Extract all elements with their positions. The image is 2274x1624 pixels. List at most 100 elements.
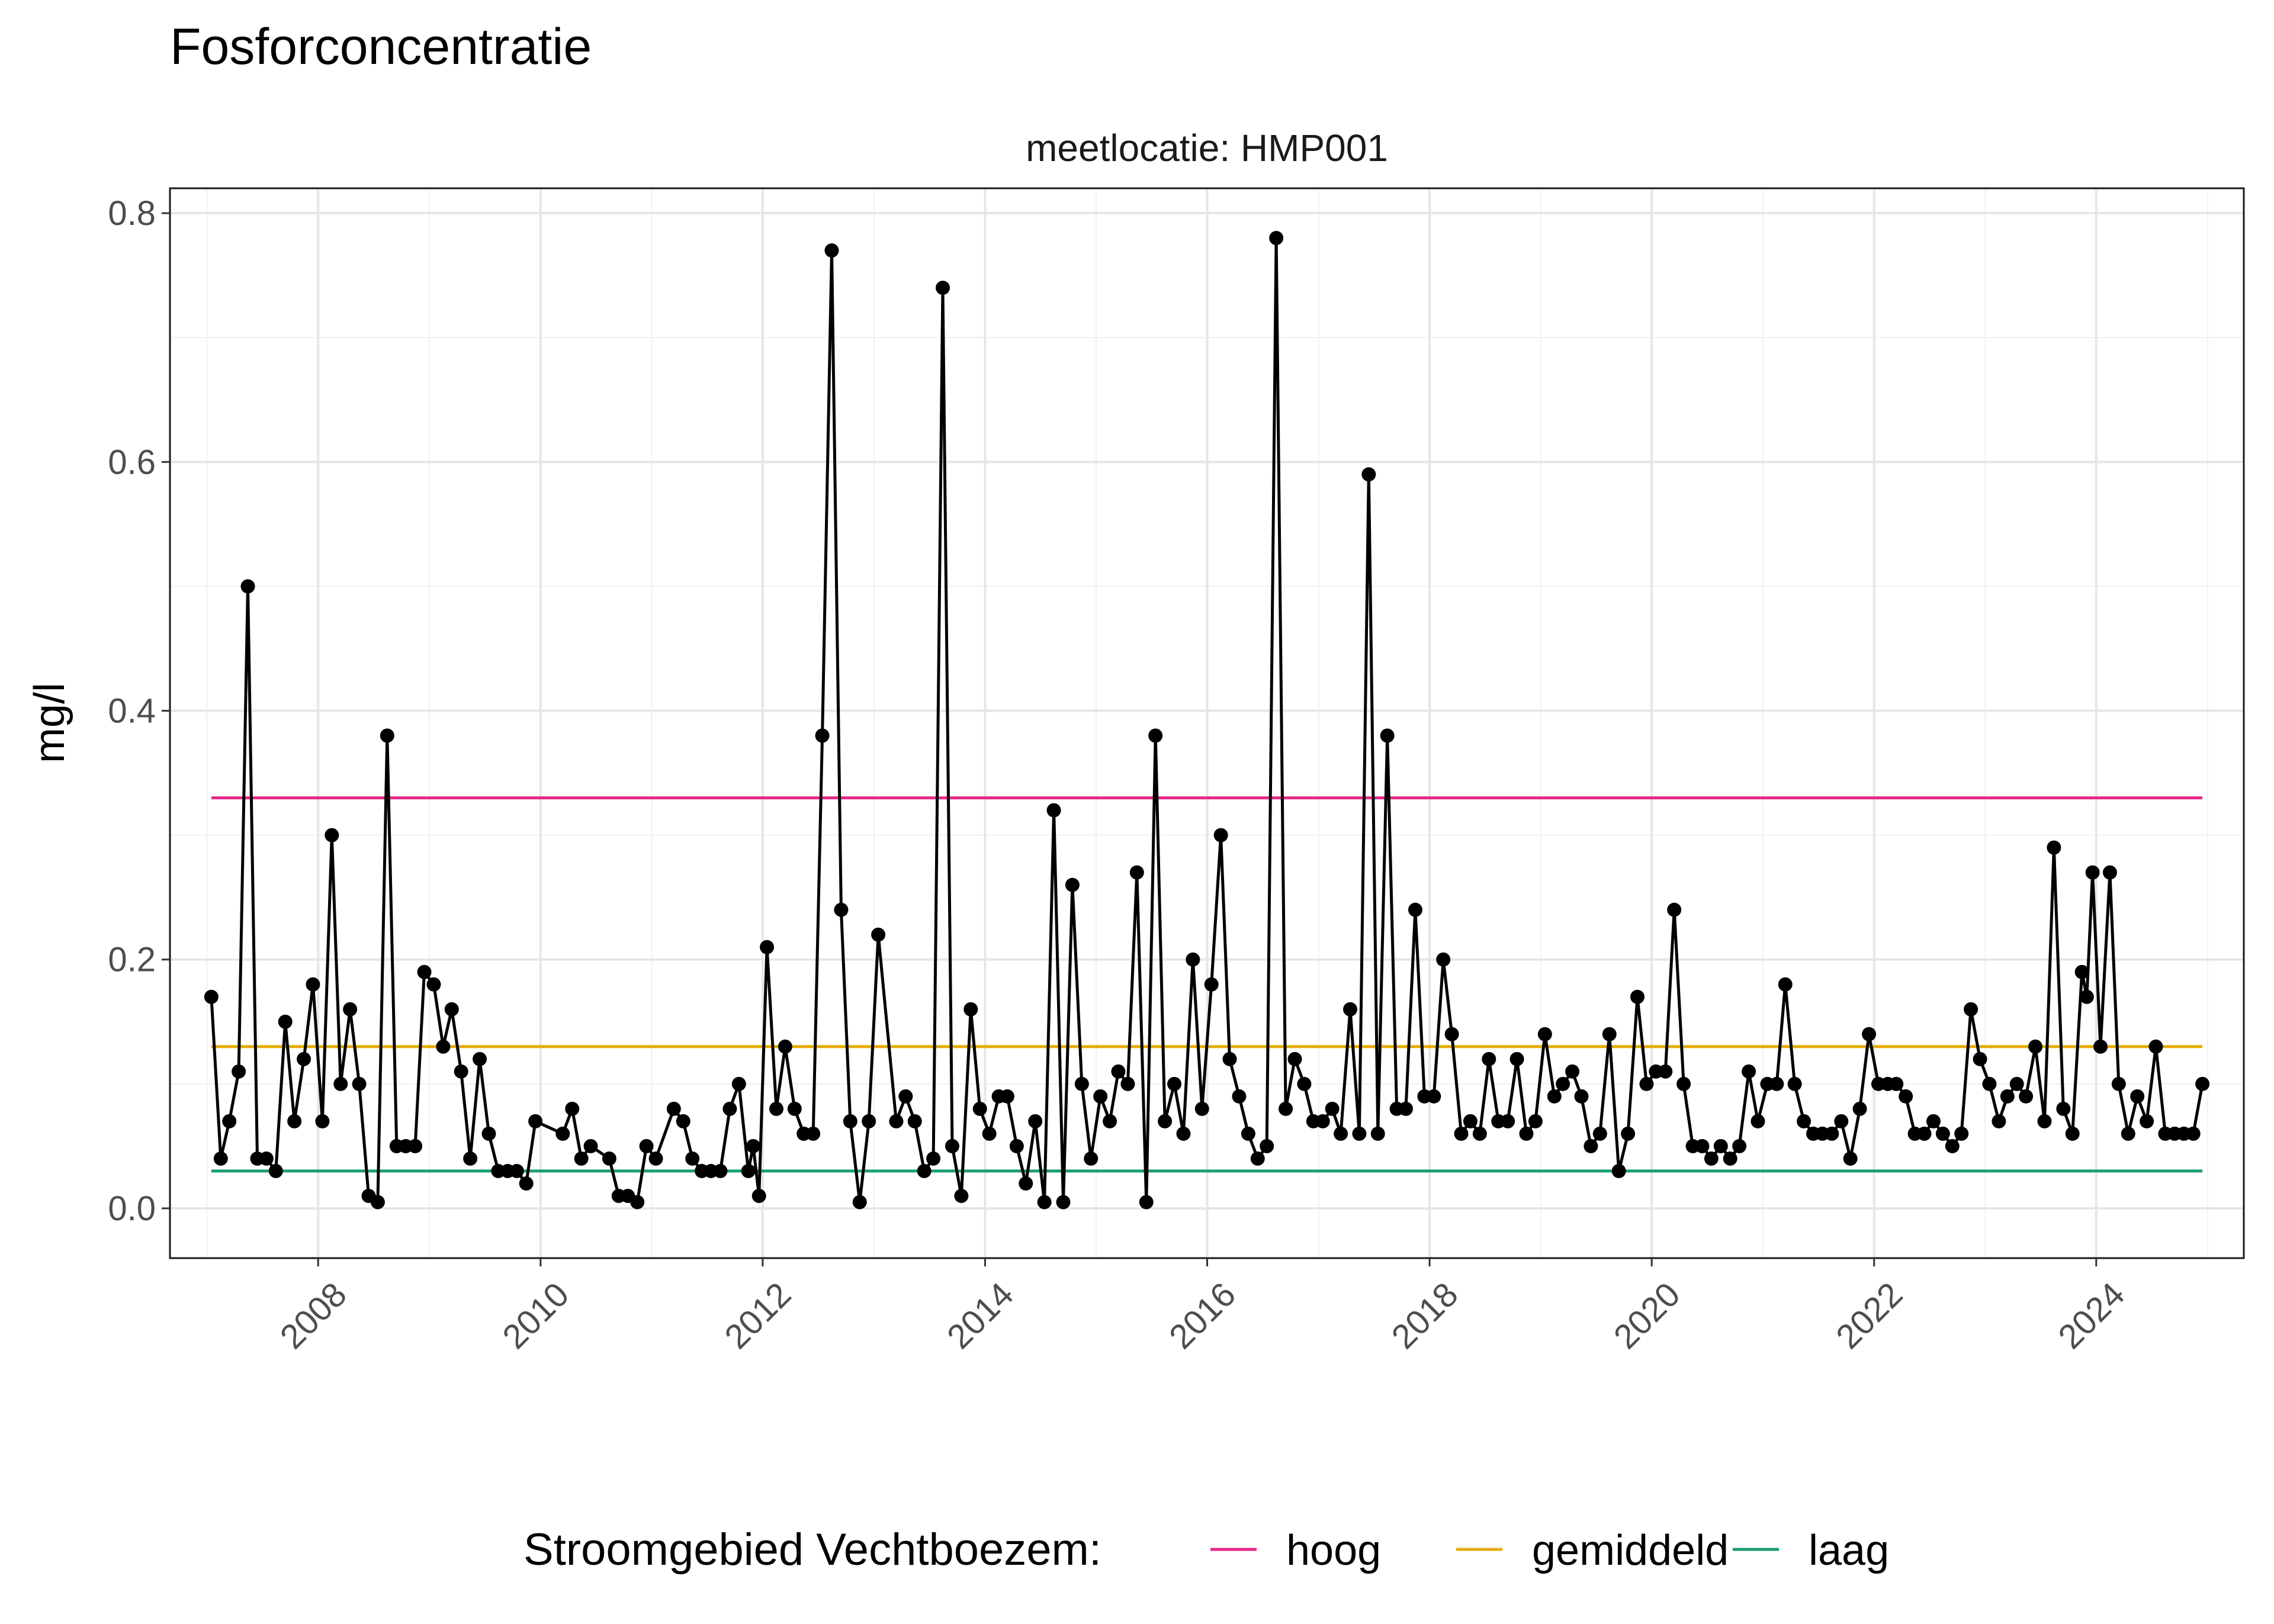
data-point xyxy=(1148,728,1163,743)
data-point xyxy=(2019,1089,2034,1104)
data-point xyxy=(1574,1089,1589,1104)
data-point xyxy=(287,1114,302,1128)
data-point xyxy=(315,1114,330,1128)
data-point xyxy=(889,1114,904,1128)
data-point xyxy=(2102,865,2117,880)
data-point xyxy=(2037,1114,2052,1128)
data-point xyxy=(1037,1195,1052,1210)
data-point xyxy=(1269,231,1284,246)
data-point xyxy=(306,977,320,992)
data-point xyxy=(1408,902,1422,917)
x-tick-label: 2022 xyxy=(1829,1275,1910,1356)
data-point xyxy=(1342,1002,1357,1017)
data-point xyxy=(1964,1002,1978,1017)
x-tick-label: 2012 xyxy=(717,1275,798,1356)
data-point xyxy=(1667,902,1682,917)
data-point xyxy=(213,1151,228,1166)
data-point xyxy=(2009,1076,2024,1091)
data-point xyxy=(1751,1114,1765,1128)
data-point xyxy=(1917,1126,1932,1141)
legend-title: Stroomgebied Vechtboezem: xyxy=(523,1525,1101,1575)
data-point xyxy=(972,1101,987,1116)
data-point xyxy=(1862,1027,1877,1041)
data-point xyxy=(1325,1101,1340,1116)
data-point xyxy=(685,1151,700,1166)
data-point xyxy=(1843,1151,1858,1166)
data-point xyxy=(1621,1126,1636,1141)
data-point xyxy=(1945,1139,1960,1153)
data-point xyxy=(2047,840,2061,855)
data-point xyxy=(834,902,849,917)
data-point xyxy=(815,728,830,743)
x-axis: 2008 2010 2012 2014 2016 2018 2020 2022 2024 xyxy=(273,1258,2132,1356)
data-point xyxy=(259,1151,274,1166)
data-point xyxy=(528,1114,543,1128)
data-point xyxy=(268,1163,283,1178)
data-point xyxy=(1713,1139,1728,1153)
data-point xyxy=(1565,1064,1580,1079)
data-point xyxy=(222,1114,237,1128)
data-point xyxy=(1769,1076,1784,1091)
data-point xyxy=(2085,865,2100,880)
data-point xyxy=(297,1051,311,1066)
data-point xyxy=(1825,1126,1839,1141)
data-point xyxy=(509,1163,524,1178)
legend-label-laag: laag xyxy=(1809,1527,1889,1574)
data-point xyxy=(1334,1126,1348,1141)
data-point xyxy=(1352,1126,1367,1141)
data-point xyxy=(1315,1114,1330,1128)
data-point xyxy=(2121,1126,2135,1141)
data-point xyxy=(1992,1114,2006,1128)
data-point xyxy=(240,579,255,594)
data-point xyxy=(1194,1101,1209,1116)
data-point xyxy=(1852,1101,1867,1116)
x-tick-label: 2008 xyxy=(273,1275,354,1356)
data-point xyxy=(639,1139,654,1153)
data-point xyxy=(2186,1126,2201,1141)
data-point xyxy=(666,1101,681,1116)
data-point xyxy=(1260,1139,1274,1153)
data-point xyxy=(1158,1114,1173,1128)
data-point xyxy=(1787,1076,1802,1091)
y-axis: 0.0 0.2 0.4 0.6 0.8 xyxy=(108,194,170,1228)
data-point xyxy=(417,964,432,979)
data-point xyxy=(2065,1126,2080,1141)
data-point xyxy=(1472,1126,1487,1141)
data-point xyxy=(1973,1051,1987,1066)
data-point xyxy=(1241,1126,1255,1141)
chart-title: Fosforconcentratie xyxy=(170,18,592,75)
data-point xyxy=(444,1002,459,1017)
data-point xyxy=(1176,1126,1191,1141)
data-point xyxy=(1287,1051,1302,1066)
data-point xyxy=(1186,952,1200,967)
data-point xyxy=(408,1139,423,1153)
data-point xyxy=(852,1195,867,1210)
data-point xyxy=(352,1076,367,1091)
data-point xyxy=(1463,1114,1478,1128)
data-point xyxy=(1584,1139,1598,1153)
data-point xyxy=(454,1064,468,1079)
data-point xyxy=(1093,1089,1108,1104)
data-point xyxy=(1380,728,1395,743)
data-point xyxy=(555,1126,570,1141)
data-point xyxy=(1926,1114,1941,1128)
data-point xyxy=(1111,1064,1126,1079)
data-point xyxy=(1279,1101,1293,1116)
data-point xyxy=(731,1076,746,1091)
data-point xyxy=(907,1114,922,1128)
data-point xyxy=(1519,1126,1534,1141)
data-point xyxy=(1361,467,1376,482)
data-point xyxy=(1444,1027,1459,1041)
data-point xyxy=(862,1114,876,1128)
x-tick-label: 2020 xyxy=(1607,1275,1688,1356)
data-point xyxy=(1935,1126,1950,1141)
data-point xyxy=(1723,1151,1737,1166)
data-point xyxy=(2111,1076,2126,1091)
data-point xyxy=(343,1002,358,1017)
data-point xyxy=(945,1139,959,1153)
data-point xyxy=(1537,1027,1552,1041)
data-point xyxy=(1889,1076,1904,1091)
data-point xyxy=(898,1089,913,1104)
